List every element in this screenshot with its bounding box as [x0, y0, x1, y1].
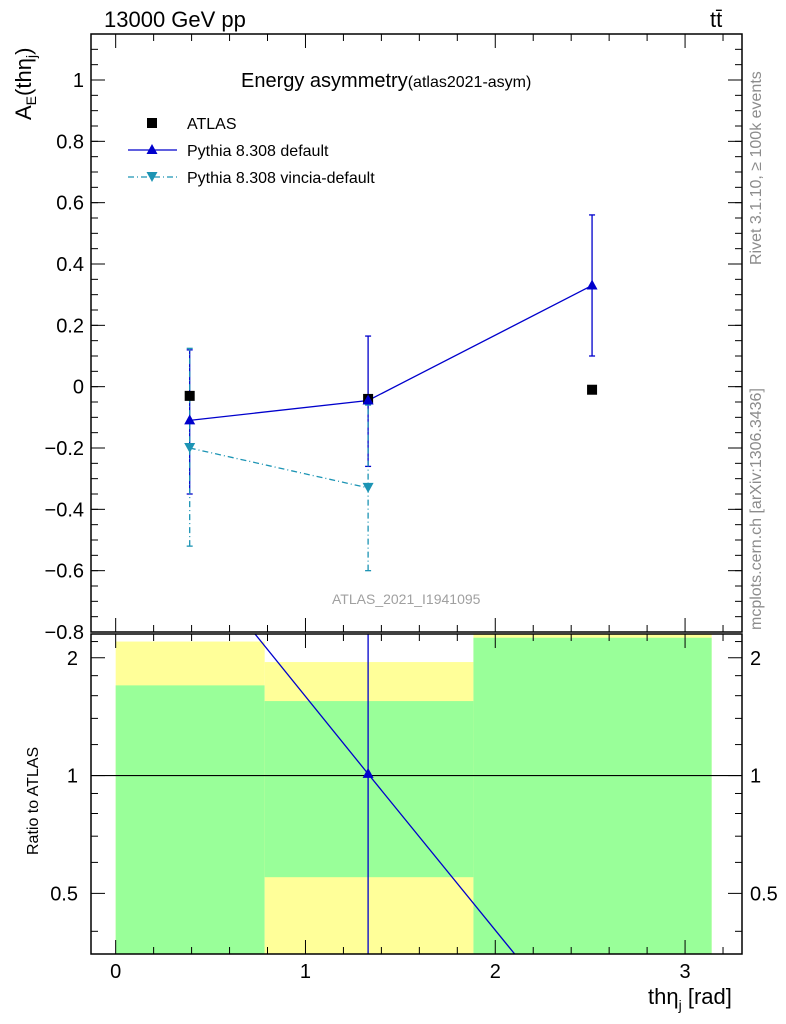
top-y-ticks: −0.8 −0.6 −0.4 −0.2 0 0.2 0.4 0.6 0.8 1 [45, 33, 742, 644]
legend-label-default: Pythia 8.308 default [187, 143, 329, 160]
ratio-inner-band-0 [115, 685, 265, 954]
x-tick-label: 2 [490, 961, 501, 983]
series-line-1 [189, 284, 593, 422]
top-y-tick-label: −0.6 [45, 561, 84, 583]
legend-marker-atlas [147, 118, 157, 128]
x-tick-label: 0 [110, 961, 121, 983]
top-series-layer [184, 214, 598, 572]
legend: ATLAS Pythia 8.308 default Pythia 8.308 … [128, 116, 375, 187]
main-panel: −0.8 −0.6 −0.4 −0.2 0 0.2 0.4 0.6 0.8 1 Energy as… [11, 33, 743, 644]
vincia-marker [184, 443, 196, 453]
ratio-inner-band-1 [264, 701, 474, 878]
x-tick-label: 3 [679, 961, 690, 983]
top-frame [90, 33, 743, 633]
ratio-panel: 0.5 0.5 1 1 2 2 0 1 2 3 Ratio to ATLAS thηj [rad] [25, 633, 778, 1013]
legend-marker-vincia [146, 172, 158, 182]
chart-title: Energy asymmetry(atlas2021-asym) [241, 70, 531, 92]
ratio-inner-band-2 [473, 637, 712, 954]
ratio-ticks: 0.5 0.5 1 1 2 2 0 1 2 3 [50, 634, 778, 983]
x-tick-label: 1 [300, 961, 311, 983]
legend-label-vincia: Pythia 8.308 vincia-default [187, 170, 375, 187]
atlas-data-point [587, 384, 598, 395]
ratio-series-layer [91, 634, 742, 954]
legend-marker-default [146, 144, 158, 154]
top-y-tick-label: −0.2 [45, 438, 84, 460]
process-label: tt̄ [710, 7, 722, 32]
top-y-tick-label: 1 [73, 70, 84, 92]
default-marker [362, 394, 374, 405]
energy-label: 13000 GeV pp [104, 7, 246, 32]
top-y-tick-label: −0.8 [45, 622, 84, 644]
ratio-uncertainty-bands [115, 634, 712, 954]
top-y-tick-label: 0.4 [56, 254, 84, 276]
top-y-axis-label: AE(thηj) [11, 48, 39, 120]
top-y-tick-label: 0.8 [56, 131, 84, 153]
ratio-marker-0 [362, 767, 374, 778]
top-y-tick-label: 0.2 [56, 315, 84, 337]
mcplots-label: mcplots.cern.ch [arXiv:1306.3436] [748, 388, 765, 630]
ratio-y-tick-label-right: 2 [750, 648, 761, 670]
ratio-y-tick-label: 0.5 [50, 883, 78, 905]
ratio-frame [90, 633, 743, 955]
default-marker [184, 414, 196, 425]
x-axis-label: thηj [rad] [648, 984, 732, 1013]
ratio-y-axis-label: Ratio to ATLAS [25, 747, 42, 855]
atlas-data-point [184, 390, 195, 401]
rivet-label: Rivet 3.1.10, ≥ 100k events [748, 71, 765, 265]
legend-label-atlas: ATLAS [187, 116, 237, 133]
ratio-y-tick-label-right: 1 [750, 766, 761, 788]
ratio-y-tick-label: 1 [67, 766, 78, 788]
vincia-marker [362, 482, 374, 493]
analysis-watermark: ATLAS_2021_I1941095 [332, 591, 481, 607]
top-y-tick-label: 0.6 [56, 193, 84, 215]
top-y-tick-label: 0 [73, 377, 84, 399]
ratio-y-tick-label: 2 [67, 648, 78, 670]
series-line-2 [189, 447, 369, 489]
top-y-tick-label: −0.4 [45, 499, 84, 521]
ratio-y-tick-label-right: 0.5 [750, 883, 778, 905]
default-marker [586, 279, 598, 290]
